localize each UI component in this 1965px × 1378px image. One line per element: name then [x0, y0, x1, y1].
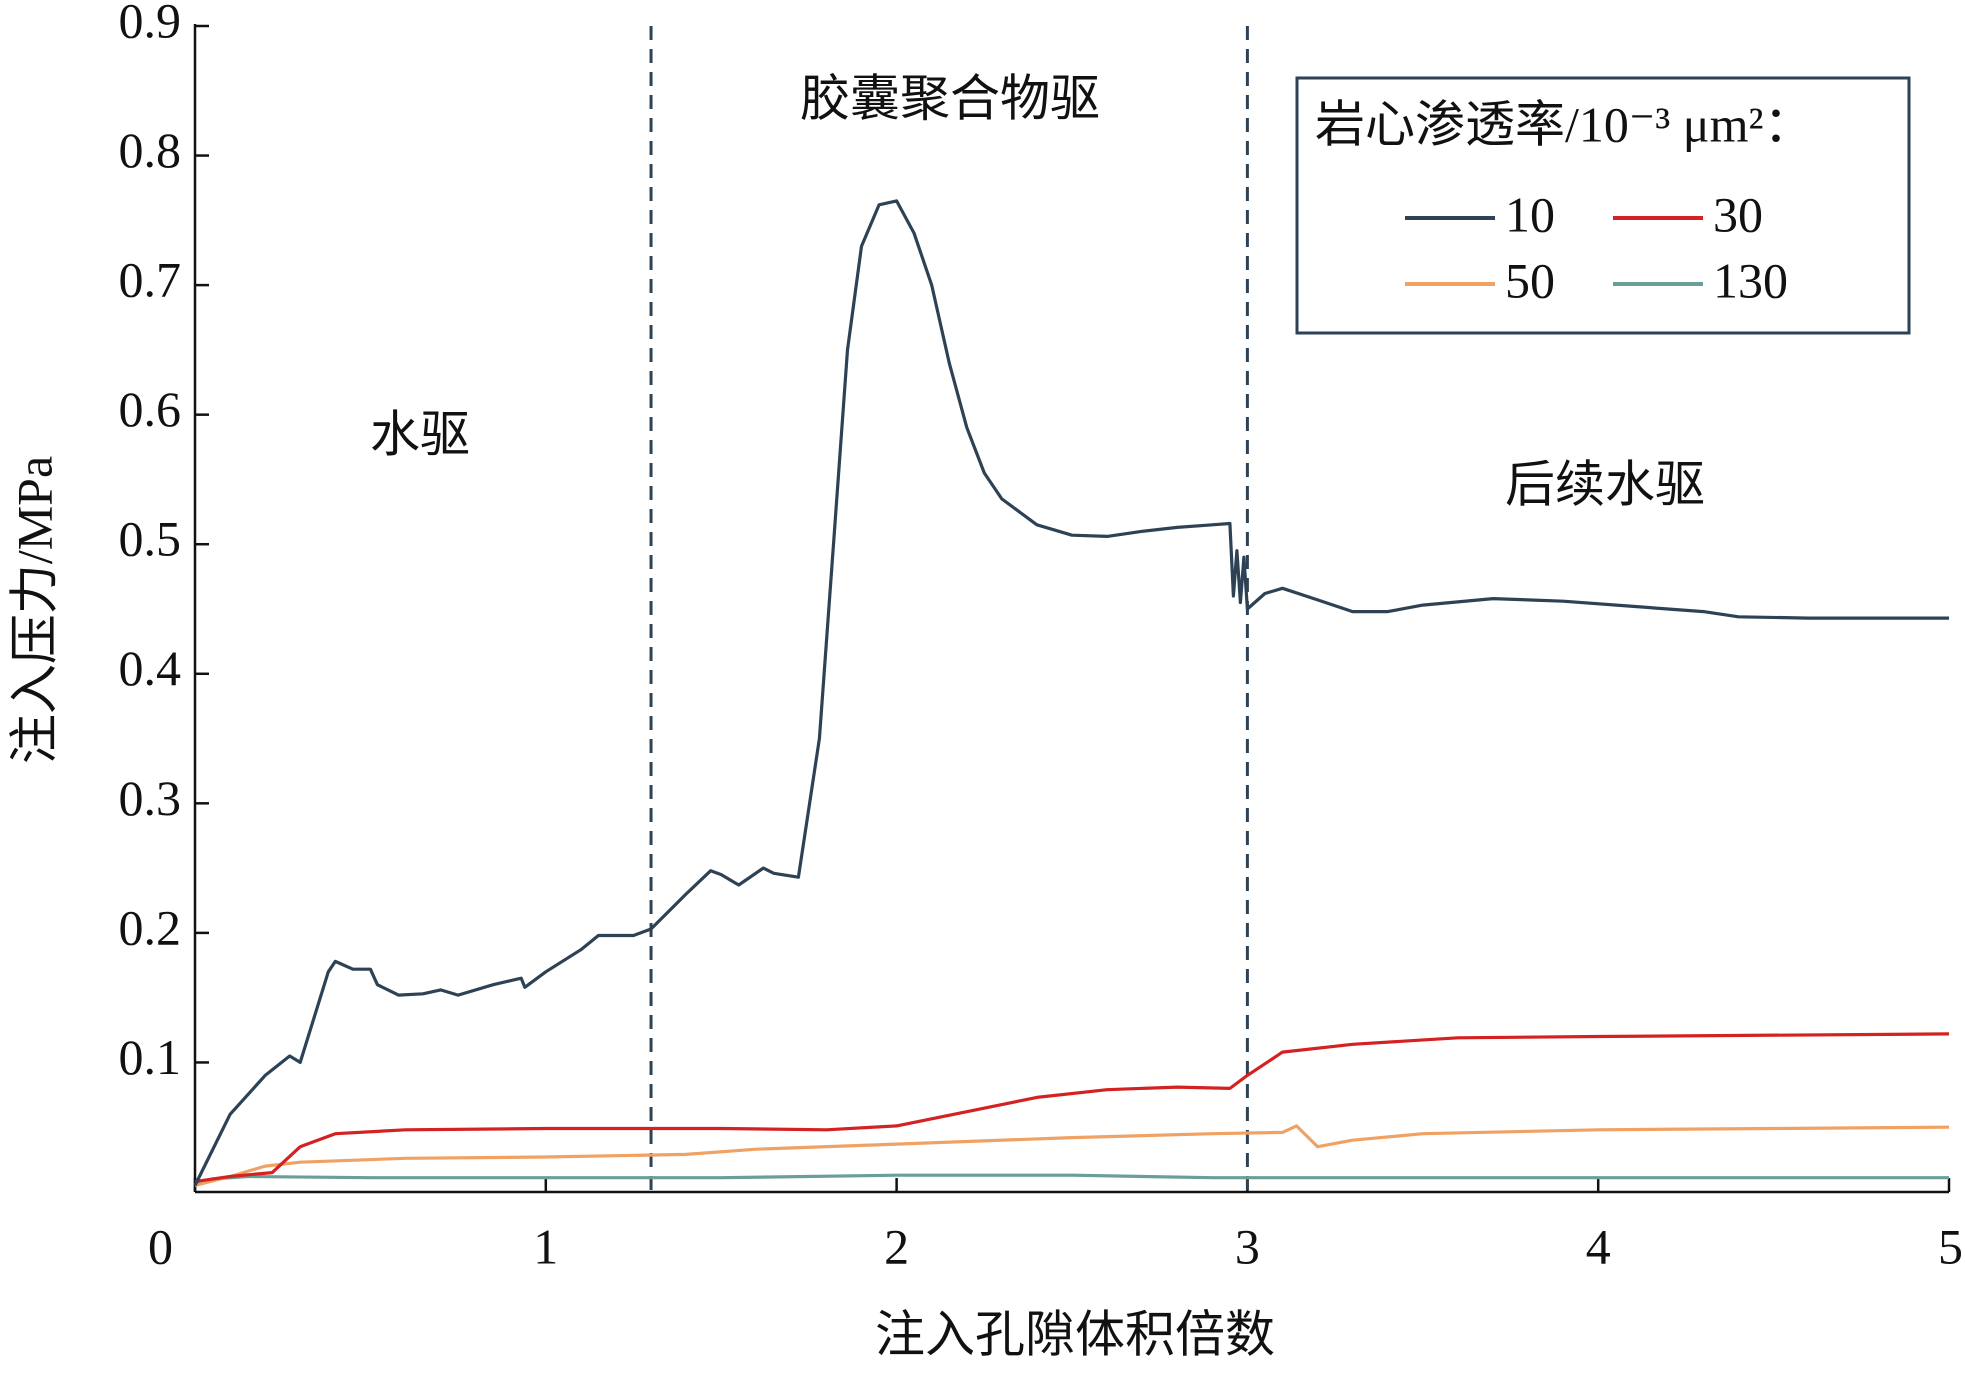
- annotation: 胶囊聚合物驱: [800, 70, 1100, 126]
- y-tick-label: 0.4: [119, 640, 182, 696]
- y-tick-label: 0.8: [119, 122, 182, 178]
- series-line: [193, 199, 1949, 1187]
- legend-box: [1295, 76, 1911, 335]
- annotation: 水驱: [370, 406, 470, 462]
- y-tick-label: 0.6: [119, 381, 182, 437]
- y-tick-label: 0.1: [119, 1029, 182, 1085]
- legend-label: 130: [1713, 252, 1788, 308]
- x-tick-label: 4: [1586, 1218, 1611, 1274]
- x-tick-label: 1: [533, 1218, 558, 1274]
- x-tick-label: 2: [884, 1218, 909, 1274]
- legend-label: 10: [1505, 186, 1555, 242]
- y-tick-label: 0.3: [119, 770, 182, 826]
- x-tick-label: 3: [1235, 1218, 1260, 1274]
- y-tick-label: 0.2: [119, 899, 182, 955]
- series-line: [194, 1124, 1950, 1188]
- legend-label: 30: [1713, 186, 1763, 242]
- legend-title: 岩心渗透率/10⁻³ μm²：: [1315, 96, 1813, 152]
- x-tick-label: 5: [1938, 1218, 1963, 1274]
- y-tick-label: 0.7: [119, 252, 182, 308]
- annotation: 后续水驱: [1505, 456, 1705, 512]
- series-line: [194, 1032, 1950, 1184]
- x-axis-label: 注入孔隙体积倍数: [875, 1306, 1275, 1362]
- x-tick-label: 0: [148, 1218, 173, 1274]
- series-line: [194, 1173, 1949, 1187]
- y-tick-label: 0.9: [119, 0, 182, 48]
- y-axis-label: 注入压力/MPa: [6, 456, 62, 764]
- y-tick-label: 0.5: [119, 511, 182, 567]
- legend-label: 50: [1505, 252, 1555, 308]
